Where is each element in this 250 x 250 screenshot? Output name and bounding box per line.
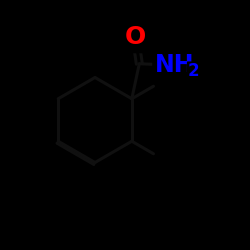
Text: NH: NH [154,53,194,77]
Text: O: O [125,26,146,50]
Text: 2: 2 [188,62,199,80]
